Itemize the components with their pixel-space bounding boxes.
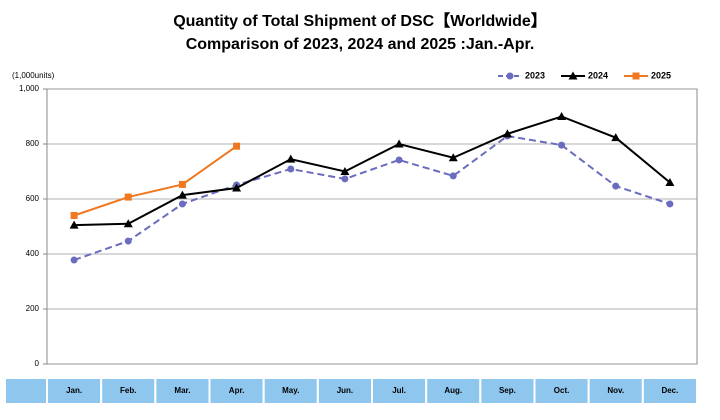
data-point — [178, 200, 186, 208]
category-cell — [425, 377, 482, 405]
category-cell — [533, 377, 590, 405]
data-point — [612, 182, 620, 190]
data-point — [70, 256, 78, 264]
series-line — [74, 115, 671, 227]
data-point — [124, 193, 132, 201]
category-cell — [46, 377, 103, 405]
x-tick-label: Jul. — [392, 386, 406, 395]
category-cell — [4, 377, 48, 405]
chart-title: Quantity of Total Shipment of DSC【Worldw… — [173, 12, 547, 30]
y-tick-label: 0 — [35, 359, 40, 368]
data-point — [502, 129, 512, 138]
y-tick-label: 400 — [26, 249, 40, 258]
x-tick-label: Oct. — [554, 386, 570, 395]
data-point — [178, 180, 186, 188]
data-point — [449, 172, 457, 180]
category-cell — [154, 377, 211, 405]
y-tick-label: 1,000 — [19, 84, 40, 93]
data-point — [233, 142, 241, 150]
legend-marker — [506, 72, 514, 80]
category-cell — [316, 377, 374, 405]
legend-label: 2023 — [525, 70, 545, 80]
data-point — [558, 141, 566, 149]
category-cell — [479, 377, 536, 405]
data-point — [286, 154, 296, 163]
data-point — [394, 139, 404, 148]
y-tick-label: 800 — [26, 139, 40, 148]
data-point — [70, 212, 78, 219]
data-point — [611, 133, 621, 142]
data-point — [124, 237, 132, 245]
category-cell — [208, 377, 265, 405]
data-point — [69, 220, 79, 229]
data-point — [177, 190, 187, 199]
data-point — [665, 178, 675, 186]
x-tick-label: Apr. — [229, 386, 245, 395]
legend-label: 2025 — [651, 70, 671, 80]
x-tick-label: Jan. — [66, 386, 82, 395]
legend-marker — [568, 71, 578, 80]
x-tick-label: Aug. — [444, 386, 462, 395]
x-tick-label: Nov. — [607, 386, 624, 395]
category-cell — [641, 377, 698, 405]
data-point — [287, 165, 295, 173]
chart-subtitle: Comparison of 2023, 2024 and 2025 :Jan.-… — [186, 36, 535, 53]
x-tick-label: May. — [282, 386, 299, 395]
legend-marker — [632, 72, 640, 80]
data-point — [232, 183, 242, 192]
category-cell — [262, 377, 319, 405]
data-point — [341, 175, 349, 183]
x-tick-label: Mar. — [174, 386, 190, 395]
x-tick-label: Jun. — [337, 386, 353, 395]
data-point — [666, 200, 674, 208]
data-point — [340, 167, 350, 175]
data-point — [123, 219, 133, 228]
series-line — [73, 145, 238, 217]
x-tick-label: Sep. — [499, 386, 516, 395]
y-tick-label: 200 — [26, 304, 40, 313]
data-point — [557, 112, 567, 120]
y-axis-label: (1,000units) — [12, 71, 55, 80]
data-point — [395, 156, 403, 164]
x-tick-label: Feb. — [120, 386, 136, 395]
data-point — [448, 153, 458, 162]
legend-label: 2024 — [588, 70, 608, 80]
x-tick-label: Dec. — [661, 386, 678, 395]
series-line — [73, 134, 671, 261]
y-tick-label: 600 — [26, 194, 40, 203]
